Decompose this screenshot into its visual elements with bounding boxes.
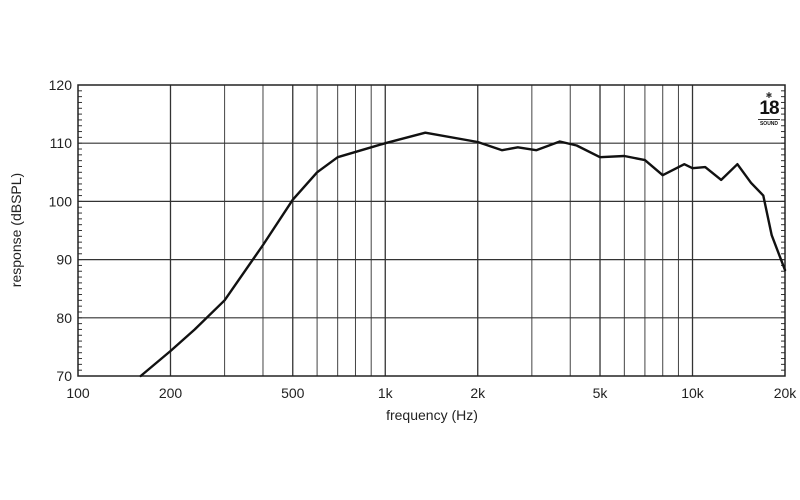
grid-lines [78, 85, 785, 376]
y-tick-label: 80 [56, 310, 72, 326]
y-tick-label: 100 [49, 193, 73, 209]
x-tick-label: 2k [470, 385, 486, 401]
y-tick-label: 70 [56, 368, 72, 384]
plot-frame [77, 84, 786, 377]
y-axis-ticks: 70 80 90 100 110 120 [49, 77, 73, 384]
x-axis-ticks: 100 200 500 1k 2k 5k 10k 20k [66, 385, 797, 401]
x-tick-label: 500 [281, 385, 305, 401]
logo-divider [758, 119, 780, 120]
y-minor-ticks [78, 84, 785, 377]
brand-logo: ✱ 18 SOUND [756, 92, 782, 127]
logo-word: SOUND [759, 121, 779, 127]
x-tick-label: 5k [593, 385, 609, 401]
x-tick-label: 100 [66, 385, 90, 401]
y-tick-label: 110 [50, 135, 73, 151]
logo-star-icon: ✱ [765, 91, 773, 100]
x-tick-label: 20k [774, 385, 798, 401]
y-tick-label: 90 [56, 252, 72, 268]
x-tick-label: 200 [159, 385, 183, 401]
x-tick-label: 1k [378, 385, 394, 401]
x-tick-label: 10k [681, 385, 705, 401]
y-tick-label: 120 [49, 77, 73, 93]
logo-number: 18 [759, 98, 779, 119]
x-axis-label: frequency (Hz) [386, 407, 478, 423]
y-axis-label: response (dBSPL) [8, 173, 24, 287]
response-curve [139, 131, 787, 378]
